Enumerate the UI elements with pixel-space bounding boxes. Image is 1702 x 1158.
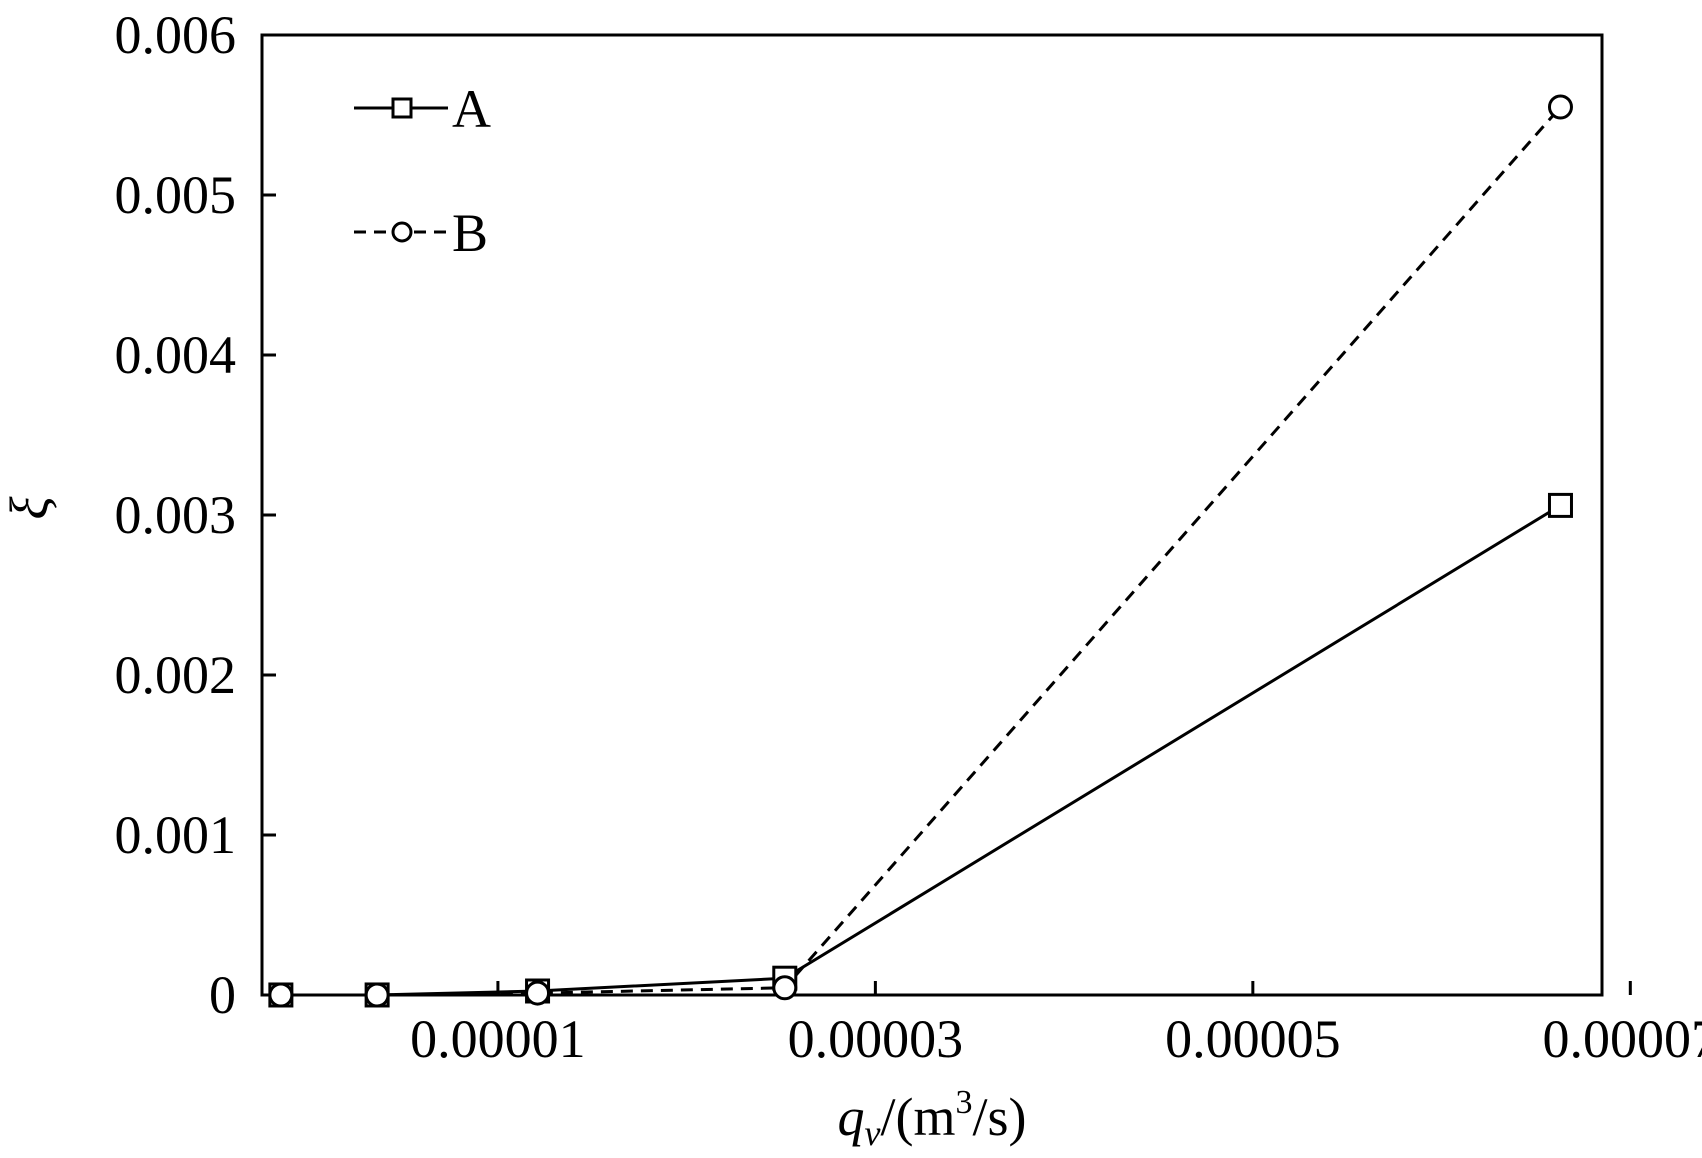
x-tick-label: 0.00001 [410,1009,586,1069]
x-axis-title-unit-open: /(m [880,1087,955,1147]
legend-label-b: B [452,203,488,263]
series-a-point [1547,492,1573,518]
legend-label-a: A [452,79,491,139]
x-axis-title: qv/(m3/s) [838,1084,1027,1153]
y-axis-title: ξ [0,496,59,520]
y-tick-label: 0.006 [115,5,237,65]
legend-marker-a [391,97,413,119]
series-a-line [280,504,1562,997]
y-tick-label: 0.003 [115,485,237,545]
legend-marker-b [391,221,413,243]
x-axis-title-subscript: v [865,1113,881,1153]
legend: A B [354,79,491,263]
y-tick-label: 0.005 [115,165,237,225]
series-b-point [364,982,390,1008]
series-layer [268,94,1573,1008]
series-b-point [772,975,798,1001]
y-axis-ticks: 0 0.001 0.002 0.003 0.004 0.005 0.006 [115,5,276,1025]
series-b-point [1547,94,1573,120]
x-tick-label: 0.00007 [1543,1009,1702,1069]
series-b-point [268,982,294,1008]
x-tick-label: 0.00005 [1165,1009,1341,1069]
y-tick-label: 0.001 [115,805,237,865]
x-tick-label: 0.00003 [788,1009,964,1069]
series-b-point [525,980,551,1006]
x-axis-title-symbol: q [838,1087,865,1147]
plot-frame [260,33,1604,997]
y-tick-label: 0 [209,965,236,1025]
series-b-line [280,106,1562,997]
y-tick-label: 0.004 [115,325,237,385]
y-tick-label: 0.002 [115,645,237,705]
x-axis-ticks: 0.00001 0.00003 0.00005 0.00007 [410,981,1702,1069]
x-axis-title-unit-close: /s) [972,1087,1026,1147]
x-axis-title-superscript: 3 [955,1084,972,1121]
